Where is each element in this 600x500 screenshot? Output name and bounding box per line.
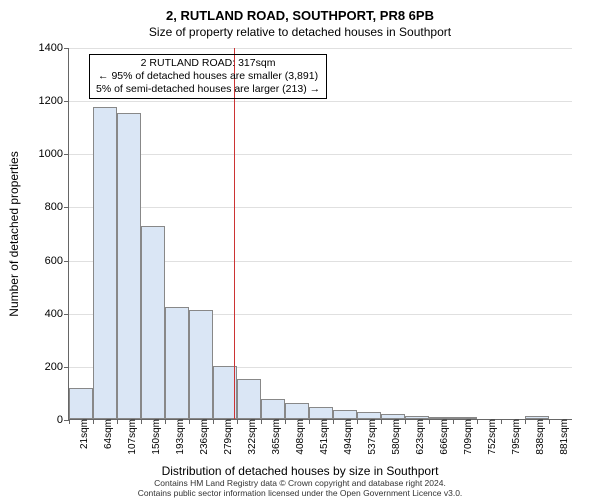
footer-line-1: Contains HM Land Registry data © Crown c… [0,478,600,488]
footer-attribution: Contains HM Land Registry data © Crown c… [0,478,600,500]
annotation-line: ← 95% of detached houses are smaller (3,… [96,70,320,83]
x-tick-label: 666sqm [433,419,450,455]
x-tick-mark [261,419,262,424]
x-tick-label: 709sqm [457,419,474,455]
x-tick-label: 236sqm [193,419,210,455]
y-tick-mark [64,48,69,49]
histogram-bar [93,107,117,419]
x-tick-mark [501,419,502,424]
x-tick-mark [165,419,166,424]
chart-subtitle: Size of property relative to detached ho… [0,23,600,43]
footer-line-2: Contains public sector information licen… [0,488,600,498]
histogram-bar [357,412,381,419]
x-tick-mark [453,419,454,424]
x-tick-label: 494sqm [337,419,354,455]
x-tick-label: 881sqm [553,419,570,455]
x-tick-mark [213,419,214,424]
x-tick-label: 279sqm [217,419,234,455]
histogram-bar [117,113,141,419]
x-tick-label: 21sqm [73,419,90,449]
chart-title: 2, RUTLAND ROAD, SOUTHPORT, PR8 6PB [0,0,600,23]
annotation-line: 2 RUTLAND ROAD: 317sqm [96,57,320,70]
x-tick-label: 838sqm [529,419,546,455]
x-tick-label: 150sqm [145,419,162,455]
y-tick-mark [64,314,69,315]
histogram-bar [189,310,213,419]
x-tick-label: 408sqm [289,419,306,455]
grid-line [69,154,572,155]
y-axis-label: Number of detached properties [7,151,21,316]
histogram-bar [165,307,189,419]
x-tick-label: 64sqm [97,419,114,449]
x-tick-mark [237,419,238,424]
y-tick-mark [64,367,69,368]
reference-line [234,48,235,419]
y-tick-mark [64,154,69,155]
x-tick-label: 623sqm [409,419,426,455]
histogram-bar [141,226,165,419]
x-tick-mark [381,419,382,424]
y-tick-mark [64,207,69,208]
histogram-bar [309,407,333,419]
x-tick-label: 795sqm [505,419,522,455]
grid-line [69,101,572,102]
x-tick-mark [285,419,286,424]
annotation-box: 2 RUTLAND ROAD: 317sqm← 95% of detached … [89,54,327,99]
x-tick-mark [429,419,430,424]
x-axis-label: Distribution of detached houses by size … [0,464,600,478]
x-tick-mark [93,419,94,424]
property-size-chart: 2, RUTLAND ROAD, SOUTHPORT, PR8 6PB Size… [0,0,600,500]
x-tick-label: 193sqm [169,419,186,455]
x-tick-label: 322sqm [241,419,258,455]
histogram-bar [261,399,285,419]
y-tick-mark [64,261,69,262]
y-tick-mark [64,101,69,102]
x-tick-label: 752sqm [481,419,498,455]
x-tick-mark [117,419,118,424]
x-tick-mark [309,419,310,424]
plot-area: 020040060080010001200140021sqm64sqm107sq… [68,48,572,420]
x-tick-mark [141,419,142,424]
x-tick-label: 107sqm [121,419,138,455]
histogram-bar [237,379,261,419]
x-tick-mark [69,419,70,424]
histogram-bar [333,410,357,419]
annotation-line: 5% of semi-detached houses are larger (2… [96,83,320,96]
x-tick-label: 580sqm [385,419,402,455]
x-tick-label: 537sqm [361,419,378,455]
x-tick-mark [333,419,334,424]
x-tick-mark [189,419,190,424]
x-tick-mark [477,419,478,424]
x-tick-mark [549,419,550,424]
x-tick-mark [525,419,526,424]
histogram-bar [285,403,309,419]
x-tick-mark [405,419,406,424]
x-tick-label: 365sqm [265,419,282,455]
grid-line [69,207,572,208]
x-tick-mark [357,419,358,424]
grid-line [69,48,572,49]
x-tick-label: 451sqm [313,419,330,455]
histogram-bar [69,388,93,419]
